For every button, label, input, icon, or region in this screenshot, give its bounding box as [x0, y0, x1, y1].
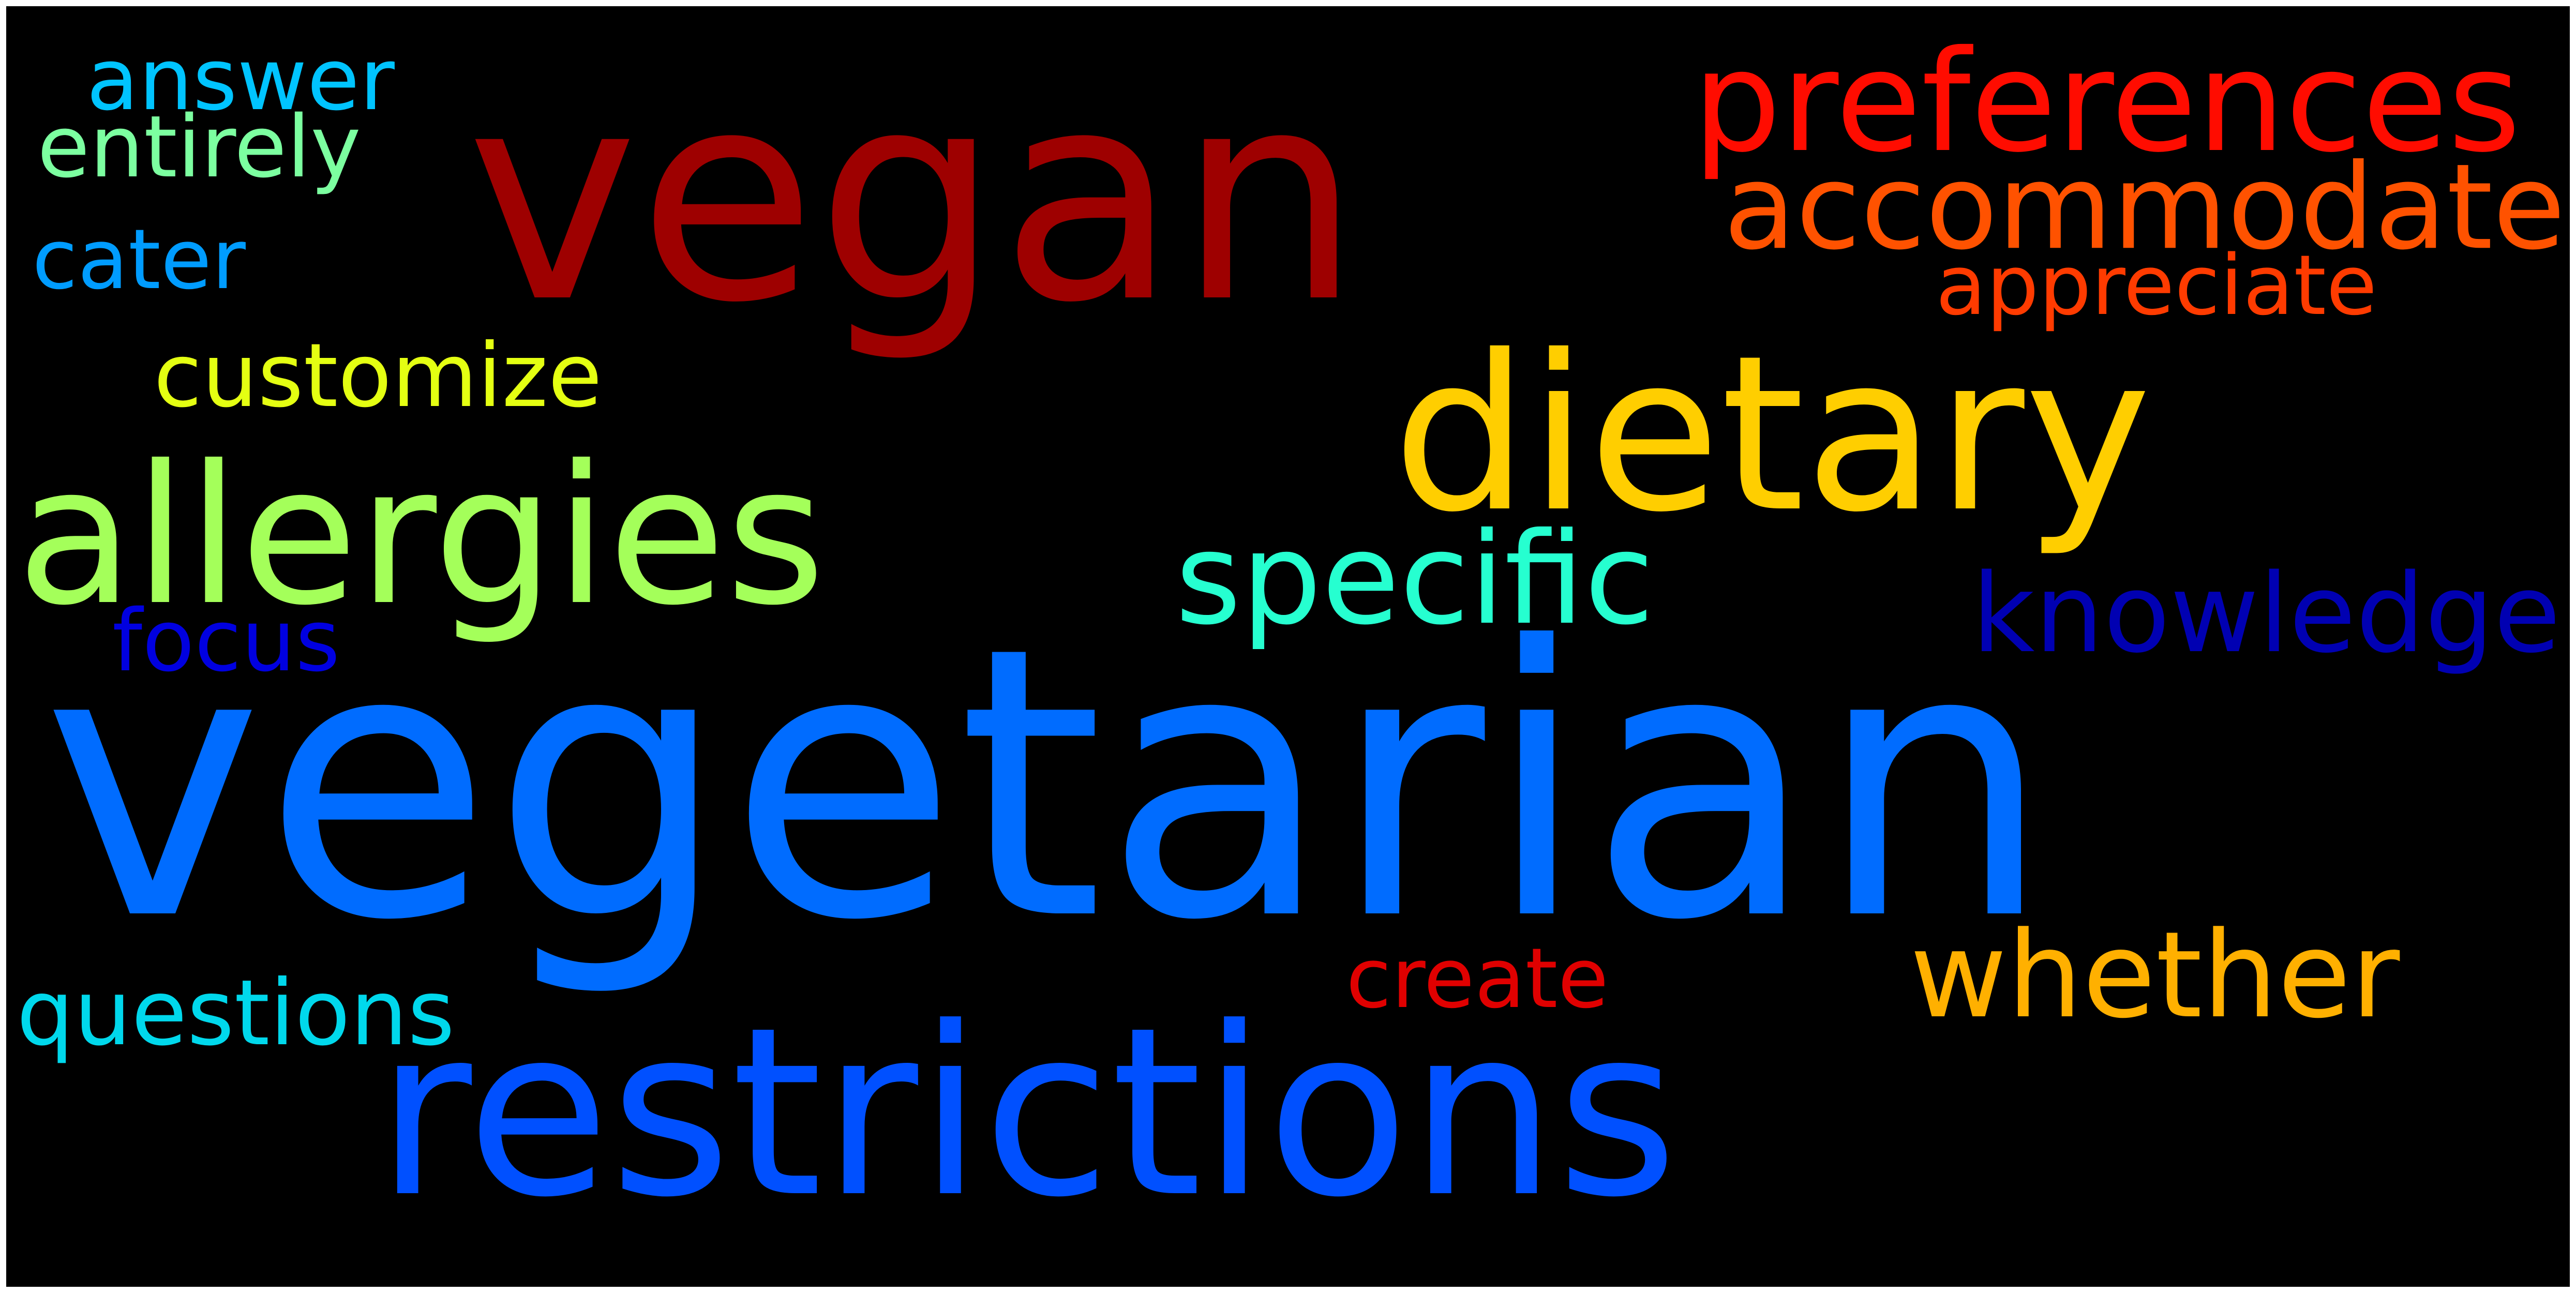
word-create: create	[1346, 930, 1609, 1027]
word-dietary: dietary	[1392, 309, 2152, 559]
word-accommodate: accommodate	[1724, 139, 2566, 276]
word-restrictions: restrictions	[376, 978, 1678, 1249]
word-vegan: vegan	[467, 29, 1361, 366]
word-answer: answer	[86, 30, 395, 129]
word-specific: specific	[1175, 505, 1654, 653]
word-whether: whether	[1910, 907, 2400, 1045]
word-focus: focus	[112, 591, 340, 690]
word-entirely: entirely	[37, 97, 361, 197]
word-questions: questions	[17, 961, 455, 1066]
word-allergies: allergies	[17, 425, 826, 648]
word-cater: cater	[32, 211, 246, 308]
word-preferences: preferences	[1693, 20, 2521, 183]
word-vegetarian: vegetarian	[42, 568, 2053, 1001]
word-knowledge: knowledge	[1972, 550, 2561, 677]
word-appreciate: appreciate	[1936, 237, 2377, 334]
word-customize: customize	[154, 325, 603, 427]
word-cloud: focus vegetarian vegan preferences answe…	[6, 6, 2570, 1287]
